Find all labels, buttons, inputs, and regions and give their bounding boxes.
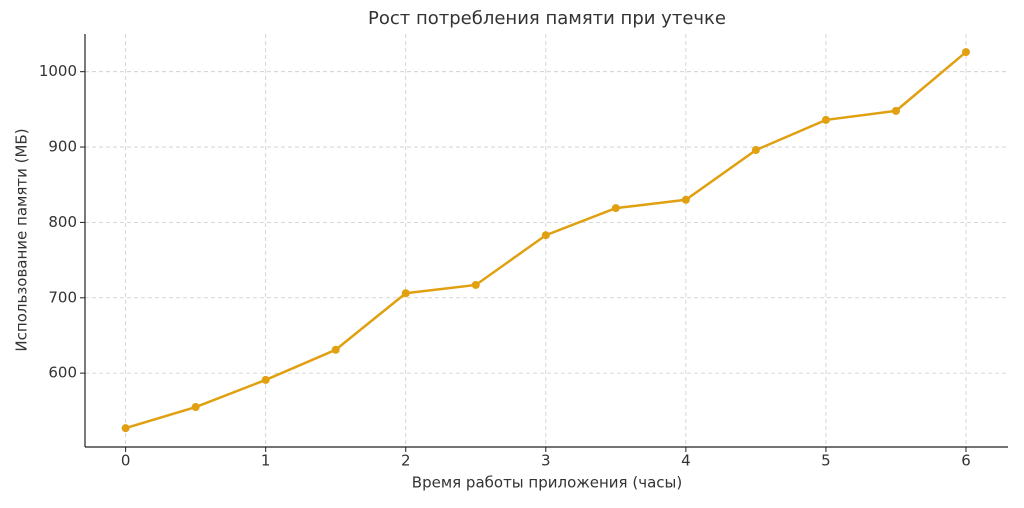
y-tick-label: 800	[48, 213, 77, 231]
point	[191, 403, 200, 412]
x-tick-label: 0	[121, 452, 131, 470]
x-tick-label: 5	[821, 452, 831, 470]
x-axis-label: Время работы приложения (часы)	[412, 474, 682, 492]
point	[541, 231, 550, 240]
point	[331, 345, 340, 354]
point	[471, 280, 480, 289]
point	[891, 106, 900, 115]
point	[681, 195, 690, 204]
y-tick-label: 1000	[39, 62, 77, 80]
point	[961, 48, 970, 57]
x-tick-label: 4	[681, 452, 691, 470]
x-tick-label: 2	[401, 452, 411, 470]
x-tick-label: 6	[961, 452, 971, 470]
y-tick-label: 600	[48, 364, 77, 382]
point	[611, 204, 620, 213]
point	[751, 146, 760, 155]
chart-title: Рост потребления памяти при утечке	[368, 8, 726, 29]
y-axis-label: Использование памяти (МБ)	[13, 128, 31, 351]
y-tick-label: 700	[48, 288, 77, 306]
point	[261, 375, 270, 384]
x-tick-label: 1	[261, 452, 271, 470]
y-tick-label: 900	[48, 138, 77, 156]
point	[401, 289, 410, 298]
point	[821, 115, 830, 124]
point	[121, 424, 130, 433]
x-tick-label: 3	[541, 452, 551, 470]
